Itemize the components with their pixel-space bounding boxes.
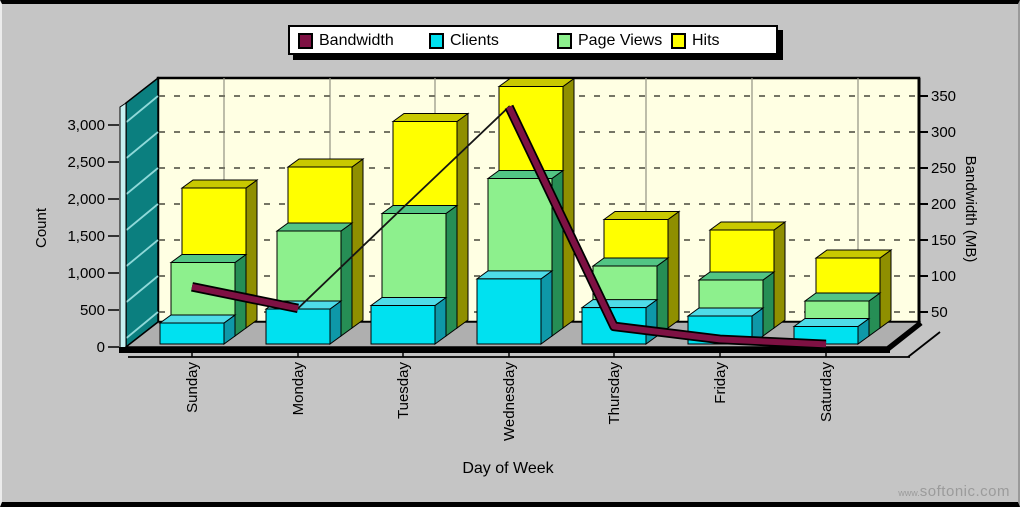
plot-left-wall-edge bbox=[119, 102, 127, 352]
baseline-corner bbox=[886, 321, 923, 351]
right-axis-tick-label: 300 bbox=[931, 124, 956, 141]
x-axis-tick-label: Saturday bbox=[818, 362, 835, 423]
legend-swatch-bandwidth-icon bbox=[298, 33, 313, 49]
bar-clients-monday bbox=[264, 300, 343, 345]
left-axis-tick-label: 1,500 bbox=[67, 228, 105, 245]
bandwidth-line bbox=[506, 105, 827, 348]
legend-item-bandwidth: Bandwidth bbox=[298, 30, 394, 52]
left-axis-tick-label: 2,500 bbox=[67, 154, 105, 171]
right-axis-title: Bandwidth (MB) bbox=[962, 156, 979, 263]
bandwidth-line bbox=[191, 283, 299, 312]
legend-item-clients: Clients bbox=[429, 30, 499, 52]
right-axis-tick-label: 100 bbox=[931, 268, 956, 285]
baseline-lower-corner bbox=[907, 331, 941, 358]
bar-clients-thursday bbox=[580, 298, 659, 345]
left-axis-title: Count bbox=[33, 207, 50, 248]
watermark: www.softonic.com bbox=[898, 483, 1010, 500]
left-axis-tick-label: 0 bbox=[97, 339, 105, 356]
x-axis-tick-label: Wednesday bbox=[501, 362, 518, 441]
left-wall-gridline bbox=[125, 311, 159, 339]
legend-label-page-views: Page Views bbox=[578, 32, 663, 49]
x-axis-tick-label: Friday bbox=[712, 362, 729, 404]
x-axis-tick-label: Tuesday bbox=[395, 362, 412, 419]
bar-clients-tuesday bbox=[369, 296, 448, 345]
x-axis-tick-label: Sunday bbox=[184, 362, 201, 413]
legend-swatch-clients-icon bbox=[429, 33, 444, 49]
left-wall-gridline bbox=[125, 167, 159, 195]
x-axis-tick-label: Monday bbox=[290, 362, 307, 416]
left-axis-tick-label: 1,000 bbox=[67, 265, 105, 282]
right-axis-tick-label: 50 bbox=[931, 304, 948, 321]
x-axis-title: Day of Week bbox=[462, 460, 554, 477]
bar-clients-sunday bbox=[158, 314, 237, 345]
3d-bar-line-chart: 0 500 1,000 1,500 2,000 2,500 3,000 Count 50 100 1… bbox=[33, 76, 979, 477]
right-axis-tick-label: 150 bbox=[931, 232, 956, 249]
legend-swatch-hits-icon bbox=[671, 33, 686, 49]
left-axis-tick-label: 3,000 bbox=[67, 117, 105, 134]
chart-legend: Bandwidth Clients Page Views Hits bbox=[288, 25, 778, 55]
right-axis-tick-label: 200 bbox=[931, 196, 956, 213]
left-wall-gridline bbox=[125, 95, 159, 123]
left-wall-gridline bbox=[125, 131, 159, 159]
watermark-prefix: www. bbox=[898, 488, 920, 498]
right-axis-tick-label: 250 bbox=[931, 160, 956, 177]
legend-label-clients: Clients bbox=[450, 32, 499, 49]
legend-label-bandwidth: Bandwidth bbox=[319, 32, 394, 49]
left-axis-tick-label: 500 bbox=[80, 302, 105, 319]
legend-swatch-page-views-icon bbox=[557, 33, 572, 49]
legend-label-hits: Hits bbox=[692, 32, 720, 49]
left-axis-tick-label: 2,000 bbox=[67, 191, 105, 208]
watermark-domain: softonic.com bbox=[919, 483, 1010, 500]
left-wall-gridline bbox=[125, 239, 159, 267]
left-wall-gridline bbox=[125, 275, 159, 303]
bar-clients-friday bbox=[686, 307, 765, 345]
legend-item-page-views: Page Views bbox=[557, 30, 662, 52]
x-axis-tick-label: Thursday bbox=[606, 362, 623, 425]
left-wall-gridline bbox=[125, 203, 159, 231]
right-axis-tick-label: 350 bbox=[931, 88, 956, 105]
bar-clients-wednesday bbox=[475, 269, 554, 345]
legend-item-hits: Hits bbox=[671, 30, 720, 52]
